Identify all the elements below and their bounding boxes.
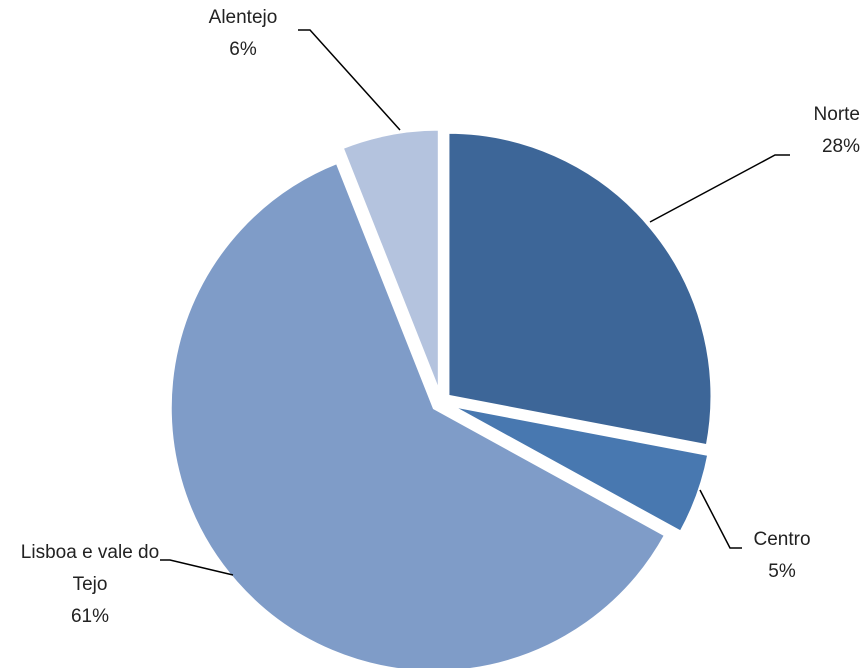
leader-line	[160, 559, 234, 576]
pie-slice	[340, 127, 441, 394]
data-label: Centro 5%	[732, 524, 832, 588]
percent-label: 5%	[768, 561, 796, 582]
pie-slice	[448, 403, 711, 535]
percent-label: 28%	[821, 136, 860, 157]
data-label: Norte 28%	[760, 99, 860, 163]
leader-line	[298, 29, 401, 131]
percent-label: 6%	[229, 39, 257, 60]
category-label: Lisboa e vale do Tejo	[20, 542, 160, 595]
percent-label: 61%	[70, 606, 110, 627]
category-label: Alentejo	[208, 7, 278, 28]
category-label: Norte	[813, 104, 860, 125]
pie-slice	[168, 160, 668, 668]
category-label: Centro	[753, 529, 811, 550]
data-label: Lisboa e vale do Tejo 61%	[20, 537, 160, 633]
leader-line	[649, 154, 790, 223]
pie-slice	[446, 130, 714, 448]
data-label: Alentejo 6%	[193, 2, 293, 66]
leader-line	[699, 489, 742, 549]
